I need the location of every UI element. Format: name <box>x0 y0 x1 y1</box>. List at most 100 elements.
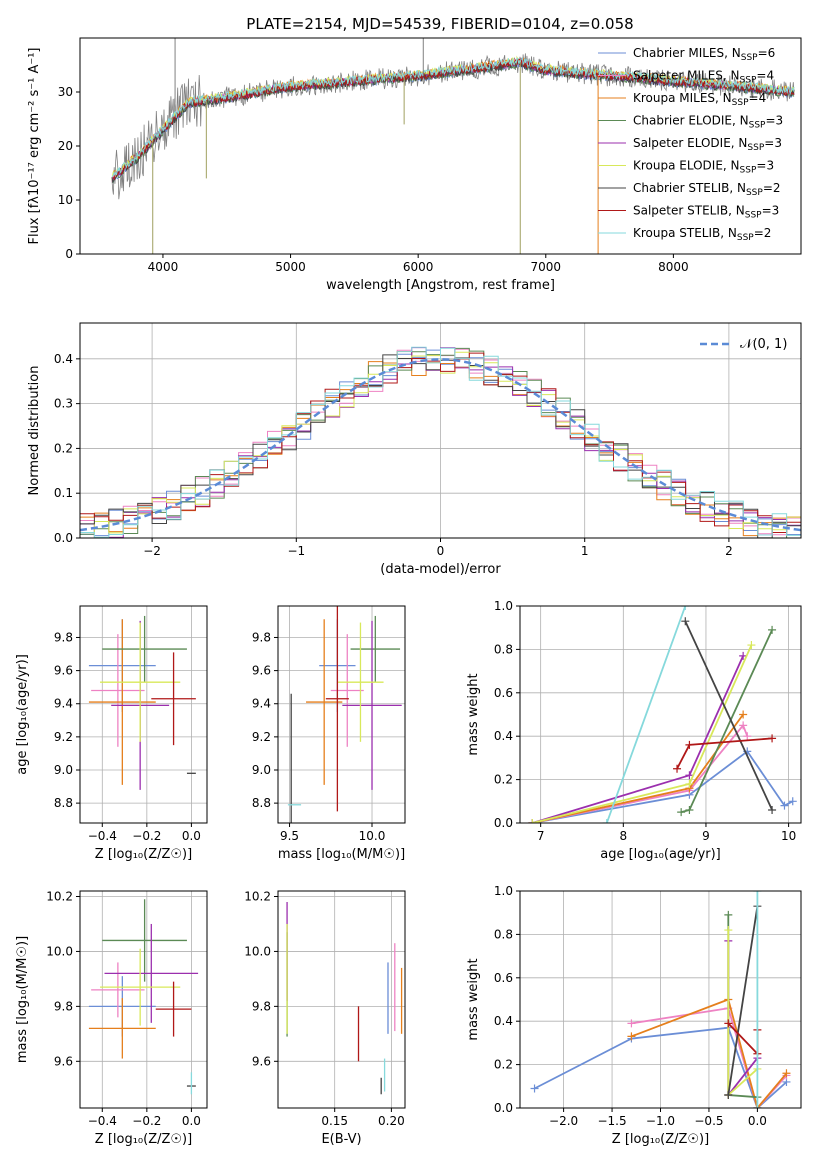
series-marker-3 <box>768 625 777 634</box>
y-tick-label: 9.2 <box>252 730 271 744</box>
y-tick-label: 1.0 <box>494 599 513 613</box>
y-tick-label: 30 <box>58 85 73 99</box>
figure-title: PLATE=2154, MJD=54539, FIBERID=0104, z=0… <box>246 15 633 33</box>
y-tick-label: 9.4 <box>252 697 271 711</box>
series-marker-3 <box>685 805 694 814</box>
model-spectrum-8 <box>111 57 795 178</box>
series-marker-6 <box>681 617 690 626</box>
x-tick-label: 6000 <box>403 260 434 274</box>
legend-label: 𝒩(0, 1) <box>740 337 787 352</box>
y-tick-label: 9.8 <box>252 630 271 644</box>
y-tick-label: 9.4 <box>54 697 73 711</box>
plot-area <box>520 891 801 1108</box>
series-marker-7 <box>685 740 694 749</box>
y-tick-label: 0.6 <box>494 686 513 700</box>
plot-area <box>111 38 795 254</box>
series-marker-1 <box>739 721 748 730</box>
series-marker-3 <box>724 910 733 919</box>
x-tick-label: −1.0 <box>646 1114 675 1128</box>
series-line-5 <box>532 644 753 823</box>
y-tick-label: 10.0 <box>46 944 73 958</box>
y-tick-label: 0.8 <box>494 642 513 656</box>
y-axis-label: mass weight <box>466 958 481 1040</box>
plot-area <box>80 891 207 1108</box>
y-tick-label: 10.2 <box>244 889 271 903</box>
y-tick-label: 0.8 <box>494 927 513 941</box>
y-tick-label: 0.4 <box>494 1014 513 1028</box>
x-axis-label: wavelength [Angstrom, rest frame] <box>326 278 555 293</box>
y-tick-label: 9.0 <box>54 763 73 777</box>
panel-mass_vs_ebv: 0.15 0.20 9.6 9.8 10.0 10.2 E(B-V) <box>244 889 406 1147</box>
series-marker-2 <box>627 1032 636 1041</box>
series-line-1 <box>532 723 749 823</box>
y-tick-label: 9.2 <box>54 730 73 744</box>
plot-area <box>278 606 405 823</box>
legend-label-8: Kroupa STELIB, NSSP=2 <box>633 226 771 243</box>
y-tick-label: 9.6 <box>252 664 271 678</box>
y-tick-label: 9.6 <box>54 664 73 678</box>
x-axis-label: Z [log₁₀(Z/Z☉)] <box>95 1132 192 1147</box>
series-marker-7 <box>673 764 682 773</box>
y-tick-label: 10 <box>58 193 73 207</box>
x-tick-label: 4000 <box>148 260 179 274</box>
y-tick-label: 0.0 <box>494 816 513 830</box>
series-line-8 <box>605 606 687 823</box>
x-axis-label: age [log₁₀(age/yr)] <box>600 847 721 862</box>
x-tick-label: −1.5 <box>597 1114 626 1128</box>
y-tick-label: 0 <box>65 247 73 261</box>
series-line-0 <box>532 750 794 823</box>
series-marker-5 <box>747 641 756 650</box>
legend-label-2: Kroupa MILES, NSSP=4 <box>633 91 766 108</box>
y-axis-label: mass weight <box>466 673 481 755</box>
series-line-6 <box>684 620 773 811</box>
series-marker-0 <box>788 797 797 806</box>
series-marker-8 <box>753 1104 762 1108</box>
series-marker-7 <box>768 734 777 743</box>
series-marker-8 <box>602 819 611 823</box>
y-tick-label: 9.8 <box>54 999 73 1013</box>
series-marker-2 <box>739 710 748 719</box>
y-tick-label: 9.6 <box>54 1054 73 1068</box>
x-tick-label: −0.2 <box>132 829 161 843</box>
legend-label-7: Salpeter STELIB, NSSP=3 <box>633 204 779 221</box>
x-tick-label: −2 <box>143 544 161 558</box>
series-line-7 <box>676 737 773 770</box>
series-marker-0 <box>780 801 789 810</box>
axes-frame <box>79 605 208 824</box>
y-tick-label: 10.0 <box>244 944 271 958</box>
spectrum-legend: Chabrier MILES, NSSP=6 Salpeter MILES, NS… <box>598 46 783 243</box>
x-tick-label: 0.20 <box>378 1114 405 1128</box>
x-tick-label: 0.0 <box>748 1114 767 1128</box>
x-tick-label: 9 <box>702 829 710 843</box>
series-marker-5 <box>724 926 733 935</box>
series-marker-7 <box>724 1019 733 1028</box>
x-tick-label: 5000 <box>275 260 306 274</box>
panel-spectrum: 4000 5000 6000 7000 8000 0 10 20 30 wavelength [A… <box>27 37 802 293</box>
y-tick-label: 8.8 <box>54 796 73 810</box>
histogram-8 <box>80 346 801 538</box>
y-tick-label: 0.6 <box>494 971 513 985</box>
series-marker-3 <box>677 808 686 817</box>
y-tick-label: 0.1 <box>54 486 73 500</box>
plot-area <box>80 323 801 538</box>
y-tick-label: 0.2 <box>494 773 513 787</box>
x-tick-label: −0.4 <box>88 829 117 843</box>
axes-frame <box>79 890 208 1109</box>
panel-age_vs_mass: 9.5 10.0 8.8 9.0 9.2 9.4 9.6 9.8 mass [log₁₀(M/M… <box>252 605 406 862</box>
y-tick-label: 0.4 <box>494 729 513 743</box>
x-tick-label: 0 <box>437 544 445 558</box>
x-tick-label: 0.15 <box>321 1114 348 1128</box>
normal-curve <box>80 358 801 532</box>
x-tick-label: 2 <box>725 544 733 558</box>
x-axis-label: Z [log₁₀(Z/Z☉)] <box>612 1132 709 1147</box>
y-tick-label: 20 <box>58 139 73 153</box>
x-tick-label: −0.2 <box>132 1114 161 1128</box>
x-tick-label: 0.0 <box>182 829 201 843</box>
x-axis-label: (data-model)/error <box>380 562 501 577</box>
y-tick-label: 0.3 <box>54 397 73 411</box>
x-axis-label: Z [log₁₀(Z/Z☉)] <box>95 847 192 862</box>
series-marker-2 <box>782 1069 791 1078</box>
axes-frame <box>519 605 802 824</box>
